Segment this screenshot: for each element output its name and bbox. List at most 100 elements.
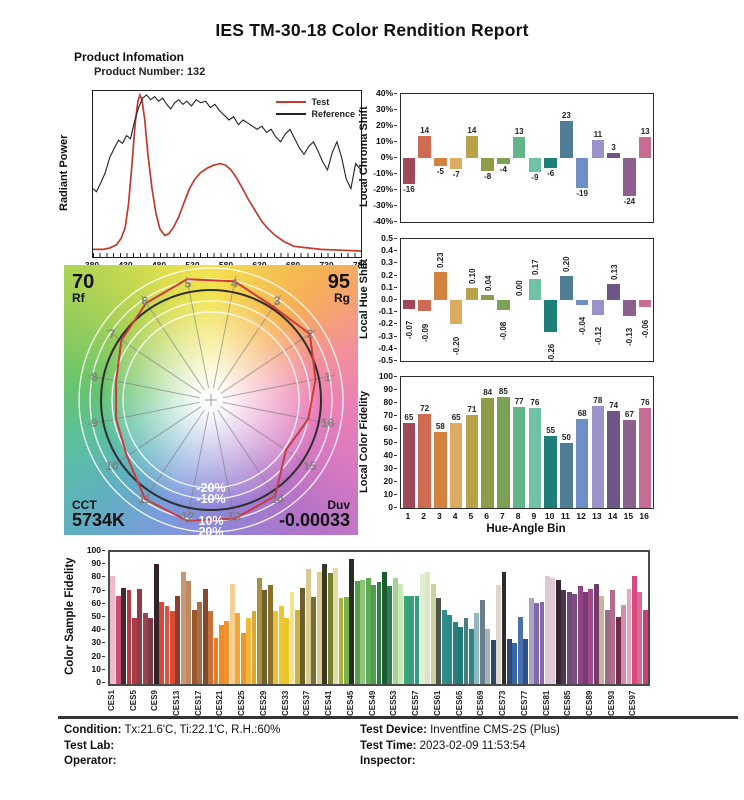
bar-value-label: 55 [546, 425, 556, 435]
local-chroma-shift-chart: -16 14 -5 -7 14 -8 -4 13 -9 -6 23 -19 11 3 -24 13 [400, 93, 654, 223]
bar-29 [262, 590, 268, 684]
y-tick-label: 80 [92, 571, 105, 581]
bar-21 [218, 624, 224, 684]
bar-value-label: 0.04 [483, 275, 493, 292]
bar-26 [246, 618, 251, 684]
condition-label: Condition: [64, 724, 122, 736]
bar-49 [371, 585, 376, 684]
cvg-test-polygon [115, 278, 317, 522]
x-tick-label: CES73 [498, 690, 507, 716]
bar-value-label: -0.04 [578, 317, 588, 336]
product-number-label: Product Number: [94, 66, 184, 78]
test-lab-row: Test Lab: [64, 739, 280, 755]
color-vector-graphic: 1 2 3 4 5 6 7 8 9 10 11 12 13 14 15 16 -20% -10% 10% 20% 70… [64, 265, 358, 535]
bar-84 [561, 590, 567, 684]
x-tick-label: CES17 [193, 690, 203, 716]
cvg-bin-number: 8 [91, 370, 98, 384]
cvg-spoke [140, 294, 205, 391]
cct-label: CCT [72, 498, 97, 512]
y-tick-label: 10 [384, 489, 397, 499]
bar-51 [381, 571, 387, 684]
condition-value: Tx:21.6'C, Ti:22.1'C, R.H.:60% [124, 724, 281, 736]
bar-value-label: 58 [435, 422, 445, 431]
x-tick-label: 8 [515, 511, 521, 521]
color-sample-fidelity-chart [108, 550, 650, 686]
bar-11 [560, 275, 573, 300]
x-tick-label: 12 [576, 511, 586, 521]
bar-11 [164, 606, 170, 684]
bar-value-label: 85 [498, 386, 508, 396]
bar-7 [497, 300, 510, 310]
y-tick-label: 90 [92, 558, 105, 568]
bar-50 [376, 582, 382, 684]
cvg-ring-label: 20% [198, 525, 223, 535]
bar-6 [481, 158, 494, 171]
spectral-power-chart: Test Reference [92, 90, 362, 258]
bar-60 [430, 583, 436, 684]
bar-10 [544, 300, 557, 332]
cvg-ring-label: 10% [198, 514, 223, 528]
y-tick-label: 0 [388, 502, 397, 512]
bar-75 [512, 643, 518, 684]
bar-7 [497, 396, 510, 508]
bar-9 [528, 158, 541, 173]
bar-value-label: -6 [547, 168, 555, 178]
bar-value-label: -0.26 [546, 343, 556, 363]
bar-64 [452, 621, 458, 684]
bar-value-label: 74 [609, 401, 619, 411]
bar-10 [159, 602, 165, 684]
y-tick-label: 10% [376, 136, 397, 146]
bar-52 [387, 586, 393, 684]
spd-series-reference [92, 94, 362, 193]
cvg-bin-number: 13 [228, 510, 242, 524]
bar-value-label: -0.06 [641, 319, 651, 338]
bar-79 [534, 603, 540, 684]
bar-value-label: -24 [623, 197, 636, 207]
bar-74 [506, 639, 512, 684]
bar-61 [436, 598, 442, 684]
bar-57 [414, 595, 420, 684]
y-tick-label: -20% [373, 184, 397, 194]
rg-value-block: 95 Rg [328, 272, 350, 304]
cvg-spoke [87, 401, 200, 426]
cvg-spoke [185, 411, 210, 524]
x-tick-label: CES37 [302, 690, 312, 716]
y-tick-label: 50 [384, 437, 397, 447]
bar-14 [607, 284, 620, 300]
bar-value-label: 0.10 [467, 268, 477, 284]
x-tick-label: 10 [544, 511, 555, 521]
bar-96 [626, 588, 632, 684]
x-tick-label: CES65 [454, 690, 464, 716]
cvg-bin-number: 12 [181, 510, 195, 524]
bar-39 [316, 571, 322, 684]
x-tick-label: 11 [560, 511, 570, 521]
bar-7 [142, 612, 148, 684]
spd-series-test [93, 92, 362, 252]
y-tick-label: 40% [376, 88, 397, 98]
y-tick-label: 0.1 [381, 282, 397, 292]
bar-55 [403, 595, 409, 684]
cvg-scale-ring [122, 311, 300, 489]
bar-12 [575, 300, 589, 305]
cvg-spoke [217, 294, 282, 391]
bar-16 [638, 137, 652, 158]
bar-71 [490, 640, 496, 684]
bar-value-label: 65 [404, 412, 414, 422]
bar-value-label: -0.13 [625, 328, 635, 347]
bar-2 [418, 135, 431, 158]
bar-20 [213, 637, 219, 684]
cvg-bin-number: 5 [184, 276, 191, 290]
bar-value-label: 23 [561, 111, 571, 121]
cvg-bin-number: 4 [231, 276, 238, 290]
bar-value-label: 0.00 [515, 280, 525, 296]
x-tick-label: 1 [405, 511, 411, 521]
bar-1 [402, 300, 415, 309]
bar-68 [474, 612, 480, 684]
legend-label: Reference [311, 109, 355, 119]
test-time-row: Test Time: 2023-02-09 11:53:54 [360, 739, 560, 755]
ces-x-ticks: CES1 CES5 CES9 CES13 CES17 CES21 CES25 CES29 CES… [107, 686, 646, 716]
bar-value-label: -16 [403, 184, 415, 194]
bar-53 [392, 578, 398, 684]
bar-value-label: 14 [467, 125, 477, 135]
